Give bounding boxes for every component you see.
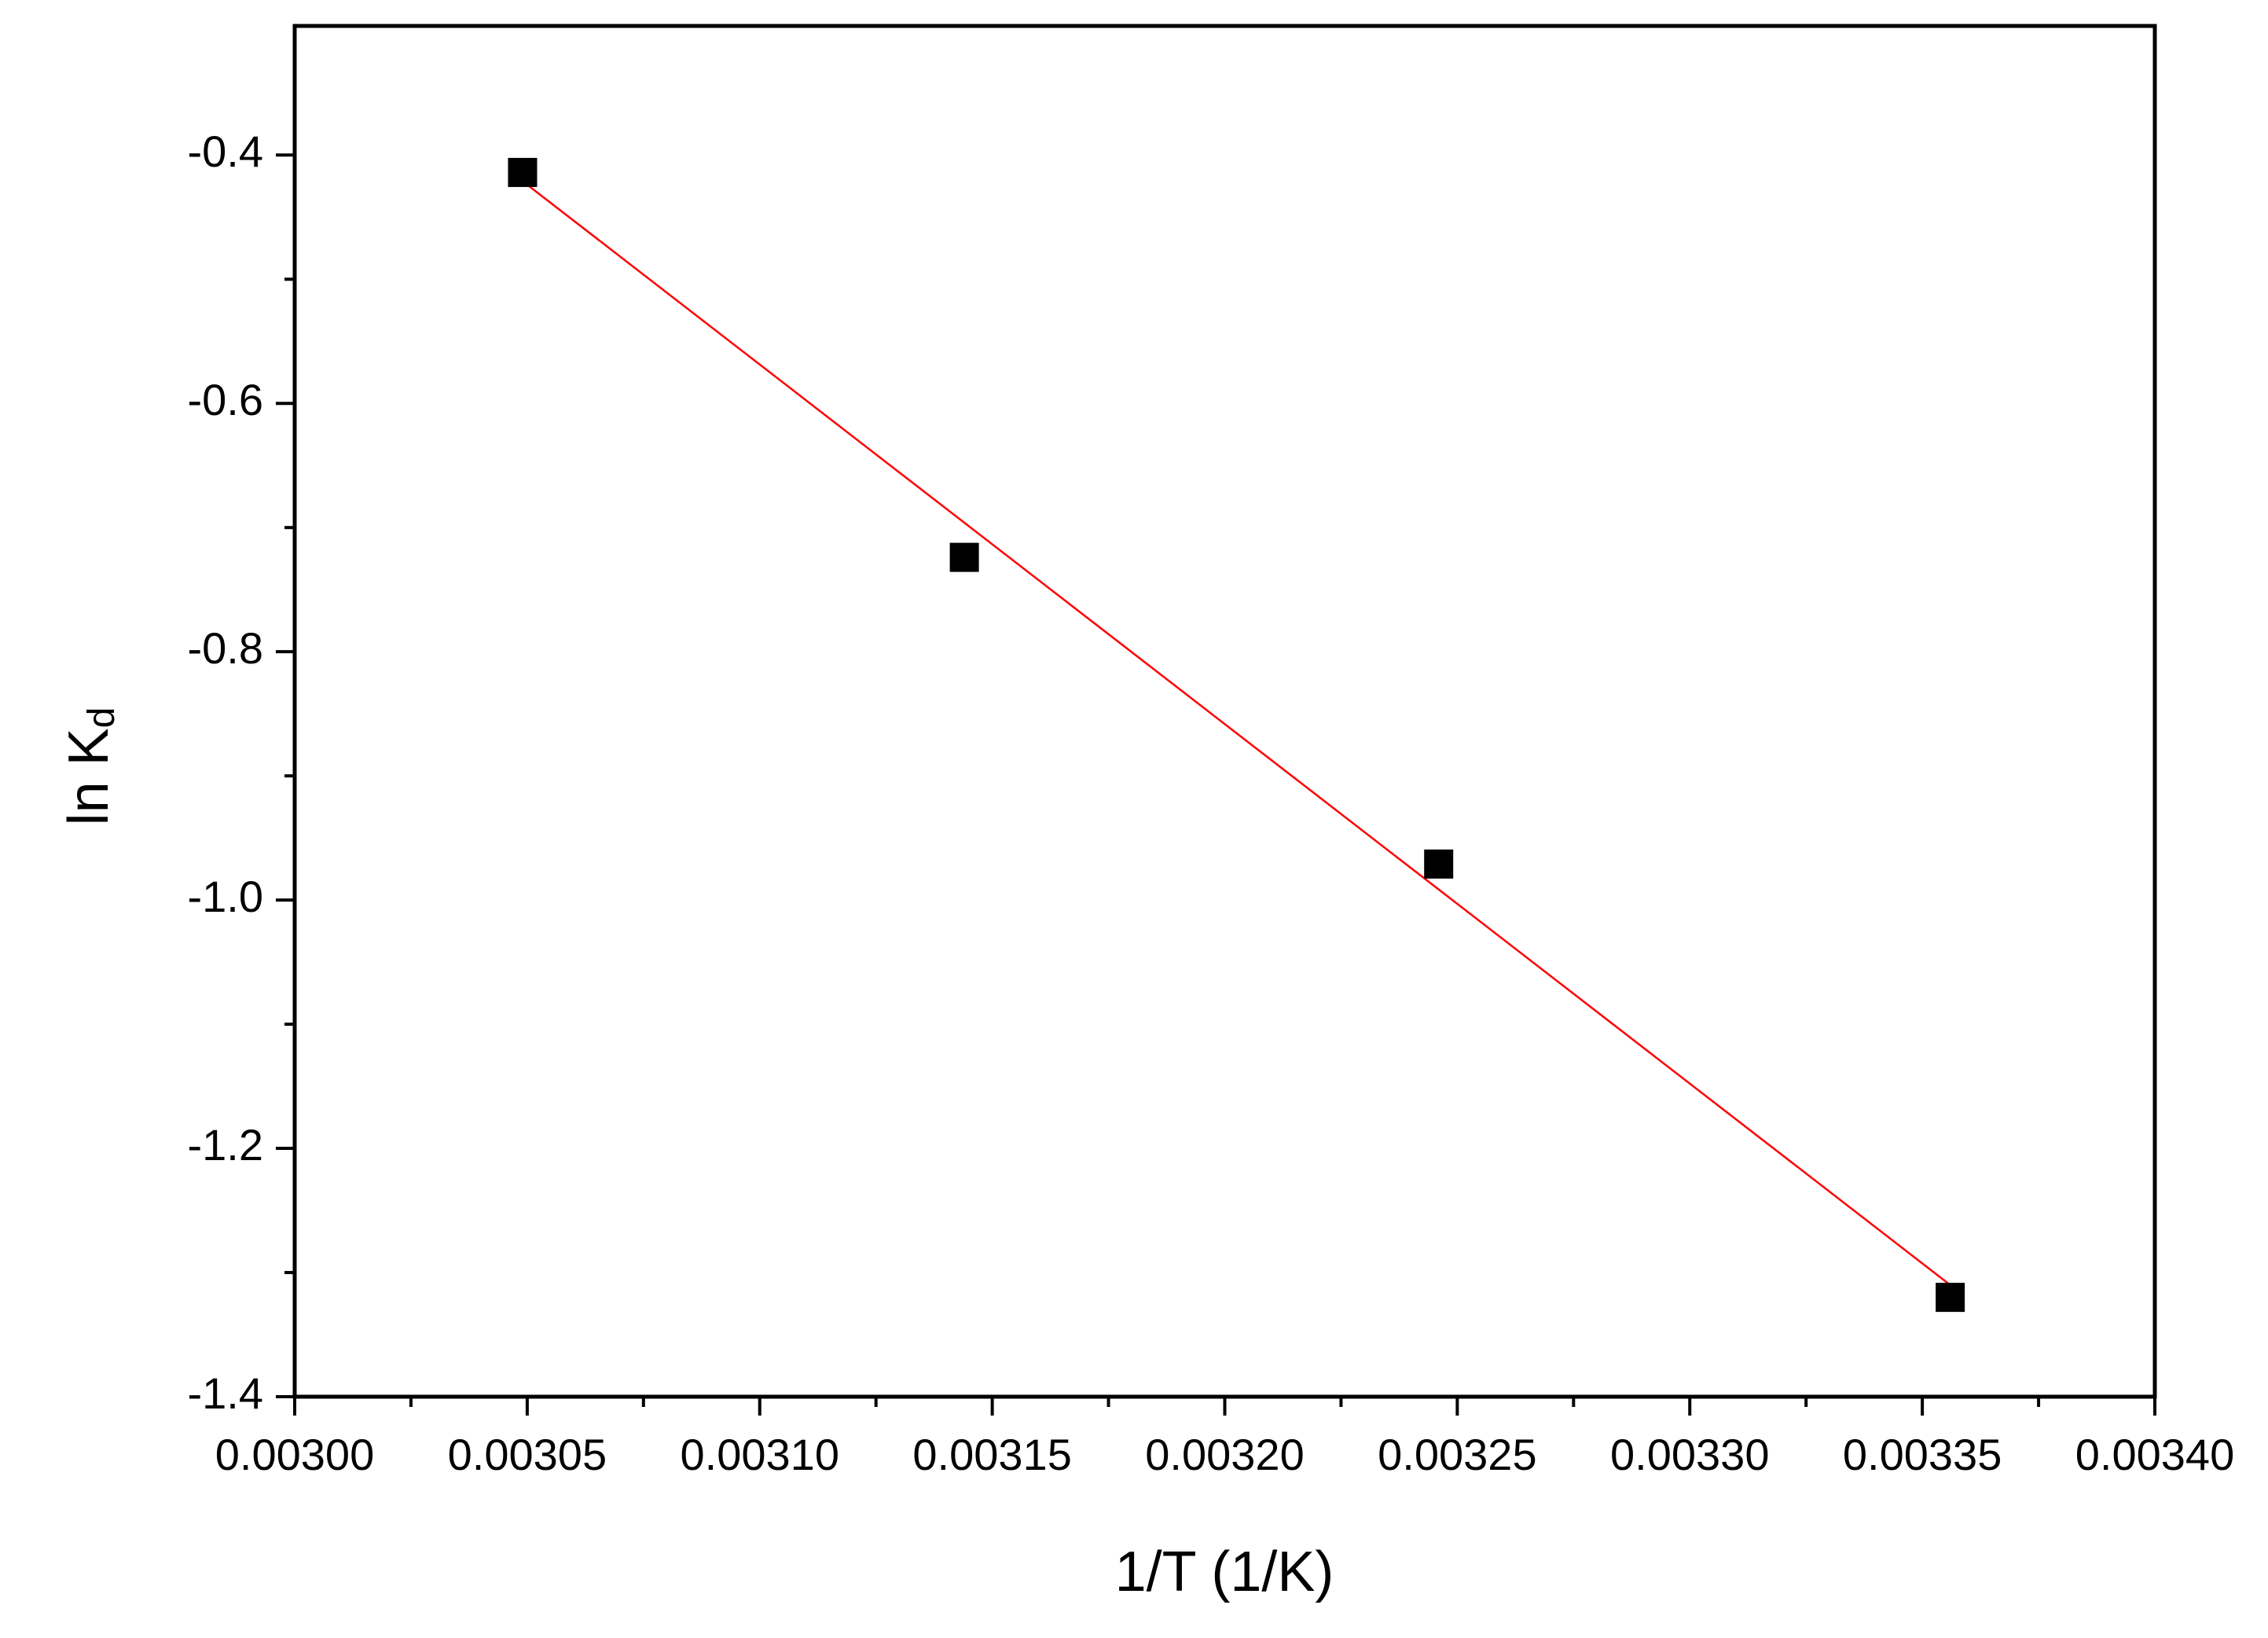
y-tick-label: -0.4 xyxy=(188,127,264,176)
x-tick-label: 0.00335 xyxy=(1843,1430,2002,1479)
y-tick-label: -0.8 xyxy=(188,623,264,673)
x-axis-title: 1/T (1/K) xyxy=(1115,1541,1334,1603)
y-axis-title: ln Kd xyxy=(57,707,123,826)
y-axis-title-main: ln K xyxy=(57,728,120,825)
data-point xyxy=(508,157,538,187)
y-tick-label: -1.2 xyxy=(188,1120,264,1170)
y-tick-label: -1.4 xyxy=(188,1368,264,1418)
plot-frame xyxy=(292,24,2157,1399)
x-tick-label: 0.00300 xyxy=(215,1430,374,1479)
y-tick-label: -1.0 xyxy=(188,872,264,921)
x-tick-label: 0.00330 xyxy=(1610,1430,1769,1479)
x-tick-label: 0.00325 xyxy=(1378,1430,1536,1479)
fit-line xyxy=(522,180,1951,1286)
x-tick-label: 0.00315 xyxy=(912,1430,1071,1479)
x-tick-label: 0.00305 xyxy=(448,1430,607,1479)
data-point xyxy=(1936,1283,1965,1313)
x-tick-label: 0.00340 xyxy=(2075,1430,2234,1479)
y-tick-label: -0.6 xyxy=(188,375,264,424)
x-tick-label: 0.00310 xyxy=(681,1430,839,1479)
data-point xyxy=(1424,849,1454,879)
data-point xyxy=(949,542,979,572)
y-axis-title-subscript: d xyxy=(81,707,123,729)
x-tick-label: 0.00320 xyxy=(1145,1430,1304,1479)
